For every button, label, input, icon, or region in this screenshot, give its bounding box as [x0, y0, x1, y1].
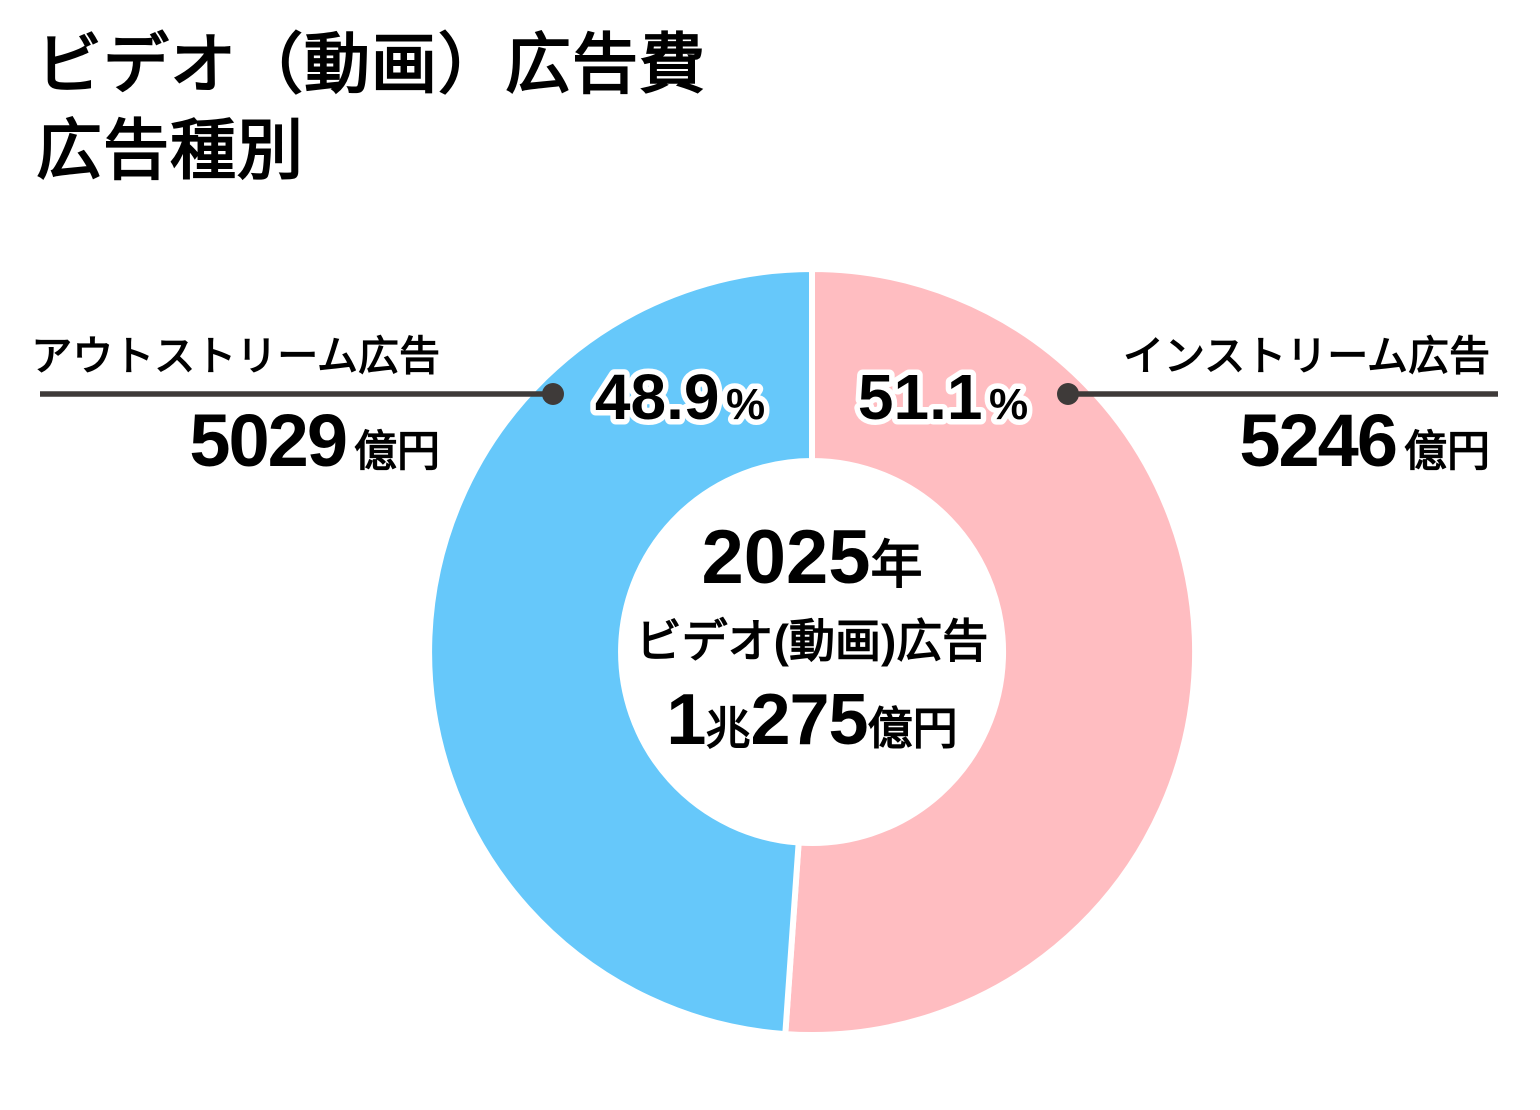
percent-label-outstream: 48.9 %	[595, 361, 765, 433]
leader-dot-instream	[1057, 383, 1079, 405]
donut-segment-outstream	[426, 265, 815, 1038]
percent-sign-instream: %	[989, 380, 1028, 429]
callout-value-outstream: 5029 億円	[0, 398, 440, 483]
center-category: ビデオ(動画)広告	[635, 615, 989, 667]
center-total-oku: 275	[750, 680, 868, 760]
center-year: 2025	[701, 515, 871, 600]
callout-amount-outstream: 5029	[189, 399, 348, 482]
percent-value-outstream: 48.9	[595, 361, 720, 433]
center-year-line: 2025年	[582, 520, 1042, 596]
percent-label-instream: 51.1 %	[858, 361, 1028, 433]
chart-title-line1: ビデオ（動画）広告費	[36, 27, 706, 101]
callout-amount-instream: 5246	[1239, 399, 1398, 482]
callout-value-instream: 5246 億円	[1048, 398, 1490, 483]
callout-label-instream: インストリーム広告	[1123, 333, 1490, 379]
center-total-line: 1兆275億円	[582, 684, 1042, 756]
callout-label-outstream: アウトストリーム広告	[31, 333, 440, 379]
center-oku-unit: 億円	[867, 703, 958, 754]
percent-value-instream: 51.1	[858, 361, 983, 433]
center-cho-unit: 兆	[705, 703, 751, 754]
donut-center-text: 2025年 ビデオ(動画)広告 1兆275億円	[582, 520, 1042, 757]
callout-unit-instream: 億円	[1404, 428, 1490, 476]
chart-title-line2: 広告種別	[36, 112, 304, 187]
center-year-unit: 年	[870, 537, 923, 595]
callout-unit-outstream: 億円	[354, 428, 440, 476]
chart-title: ビデオ（動画）広告費 広告種別	[36, 22, 706, 194]
center-total-cho: 1	[666, 680, 706, 760]
donut-segment-instream	[782, 265, 1199, 1038]
percent-sign-outstream: %	[726, 380, 765, 429]
leader-dot-outstream	[542, 383, 564, 405]
